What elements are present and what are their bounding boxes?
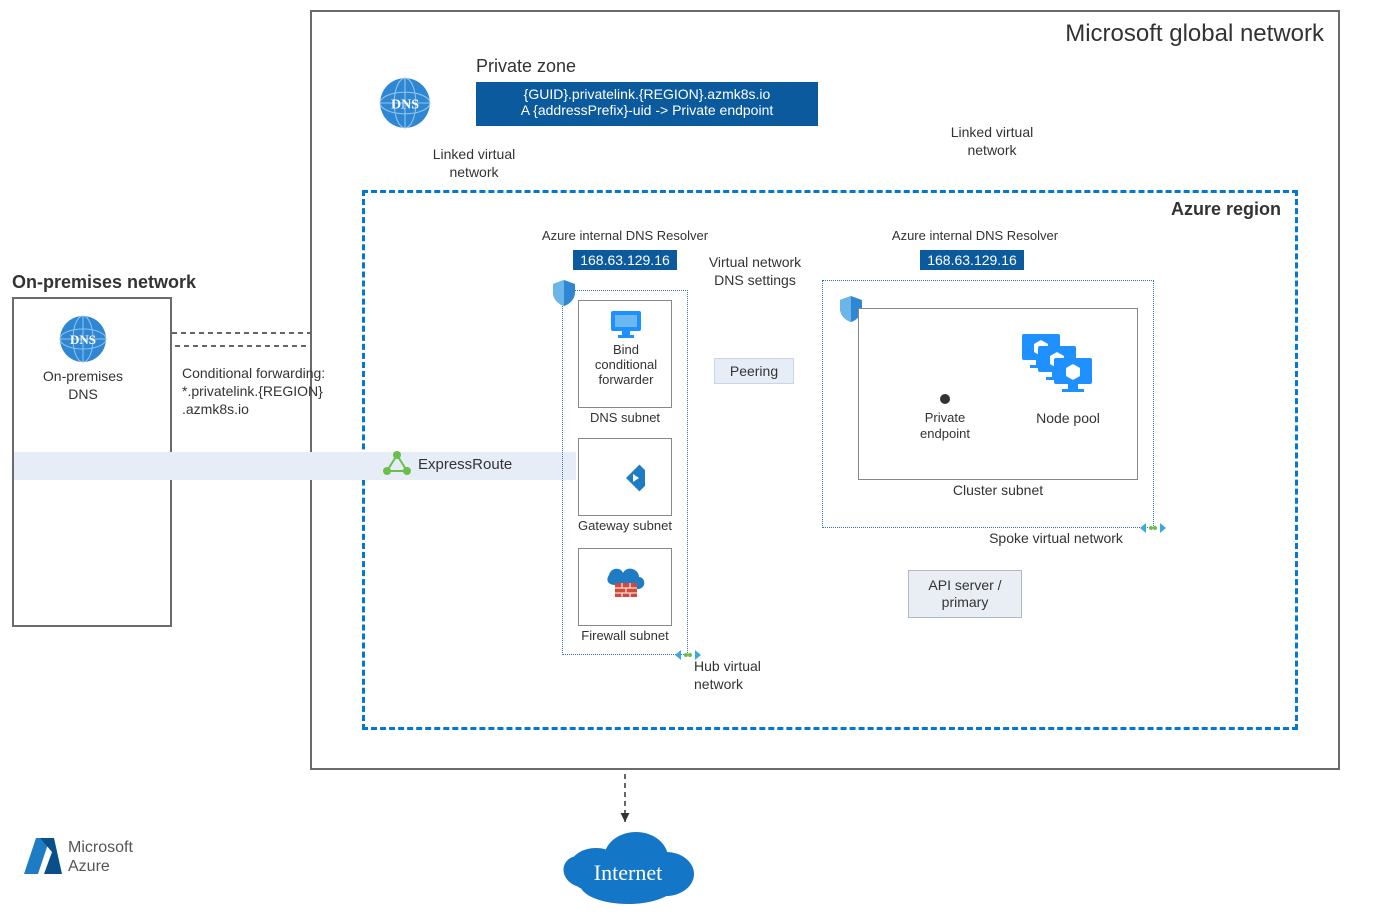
private-zone-dns-icon: DNS (378, 76, 432, 133)
hub-vnet-label: Hub virtual network (694, 658, 774, 693)
azure-logo-icon (20, 834, 64, 881)
private-zone-line2: A {addressPrefix}-uid -> Private endpoin… (482, 102, 812, 118)
api-server-box: API server / primary (908, 570, 1022, 618)
linked-vnet-right-label: Linked virtual network (942, 124, 1042, 159)
spoke-vnet-peering-icon (1140, 520, 1166, 539)
gateway-icon (607, 459, 645, 500)
svg-text:DNS: DNS (391, 96, 419, 112)
azure-region-title: Azure region (1171, 199, 1281, 220)
resolver-right-label: Azure internal DNS Resolver (890, 228, 1060, 244)
onprem-dns-icon: DNS (58, 314, 108, 367)
spoke-vnet-label: Spoke virtual network (976, 530, 1136, 548)
conditional-fwd-label: Conditional forwarding: *.privatelink.{R… (182, 364, 342, 419)
onprem-dns-label: On-premises DNS (38, 368, 128, 403)
linked-vnet-left-label: Linked virtual network (424, 146, 524, 181)
node-pool-icon (1020, 332, 1100, 405)
resolver-left-label: Azure internal DNS Resolver (540, 228, 710, 244)
svg-text:DNS: DNS (70, 332, 96, 347)
azure-logo-text: Microsoft Azure (68, 838, 133, 876)
vnet-dns-label: Virtual network DNS settings (700, 254, 810, 289)
expressroute-label: ExpressRoute (418, 456, 512, 473)
peering-tag: Peering (714, 358, 794, 384)
private-zone-box: {GUID}.privatelink.{REGION}.azmk8s.io A … (476, 82, 818, 126)
dns-subnet-box: Bind conditional forwarder (578, 300, 672, 408)
firewall-subnet-box (578, 548, 672, 626)
onprem-network-title: On-premises network (12, 272, 196, 293)
private-zone-line1: {GUID}.privatelink.{REGION}.azmk8s.io (482, 86, 812, 102)
firewall-subnet-label: Firewall subnet (570, 628, 680, 644)
cluster-subnet-label: Cluster subnet (938, 482, 1058, 500)
internet-cloud-icon: Internet (548, 818, 708, 911)
gateway-subnet-box (578, 438, 672, 516)
gateway-subnet-label: Gateway subnet (570, 518, 680, 534)
firewall-icon (605, 565, 647, 606)
node-pool-label: Node pool (1028, 410, 1108, 428)
bind-fwd-label: Bind conditional forwarder (583, 343, 669, 388)
global-network-title: Microsoft global network (1065, 20, 1324, 48)
resolver-right-ip: 168.63.129.16 (920, 250, 1024, 270)
svg-text:Internet: Internet (594, 860, 662, 885)
resolver-left-ip: 168.63.129.16 (573, 250, 677, 270)
monitor-icon (609, 309, 643, 342)
expressroute-icon (382, 449, 412, 482)
dns-subnet-label: DNS subnet (578, 410, 672, 426)
private-zone-title: Private zone (476, 56, 576, 77)
hub-shield-icon (553, 280, 575, 309)
private-endpoint-dot (940, 394, 950, 404)
private-endpoint-label: Private endpoint (910, 410, 980, 443)
